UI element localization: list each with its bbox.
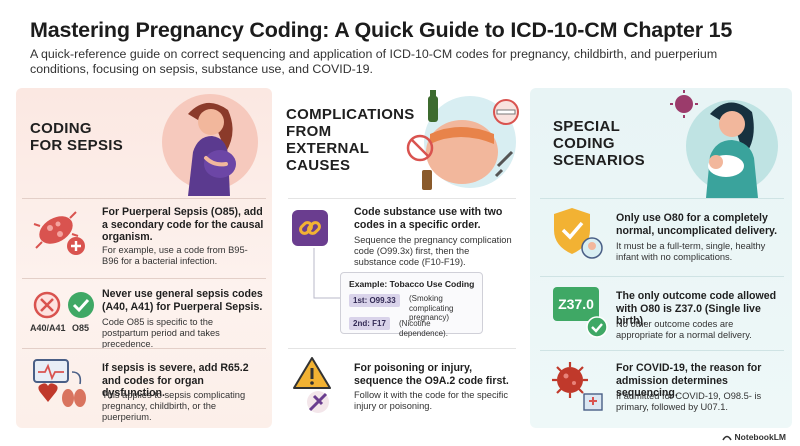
divider bbox=[288, 198, 516, 199]
divider bbox=[22, 198, 266, 199]
bacteria-icon bbox=[33, 211, 85, 255]
external-item1-heading: Code substance use with two codes in a s… bbox=[354, 206, 503, 231]
code-tag-second: 2nd: F17 bbox=[349, 317, 390, 330]
code-label-a40-a41: A40/A41 bbox=[30, 323, 66, 333]
notebooklm-logo-icon bbox=[722, 435, 732, 441]
special-item2-body: No other outcome codes are appropriate f… bbox=[616, 319, 752, 340]
brand-name: NotebookLM bbox=[734, 432, 786, 442]
pregnant-woman-illustration bbox=[162, 94, 258, 196]
page-title: Mastering Pregnancy Coding: A Quick Guid… bbox=[30, 18, 733, 42]
external-item2-heading: For poisoning or injury, sequence the O9… bbox=[354, 362, 509, 387]
special-item1-body: It must be a full-term, single, healthy … bbox=[616, 241, 766, 262]
sepsis-item1-heading: For Puerperal Sepsis (O85), add a second… bbox=[102, 206, 264, 244]
divider bbox=[22, 348, 266, 349]
divider bbox=[22, 278, 266, 279]
check-icon bbox=[586, 316, 608, 338]
code-tag-first: 1st: O99.33 bbox=[349, 294, 400, 307]
warning-poison-icon bbox=[293, 357, 331, 413]
special-heading: SPECIAL CODING SCENARIOS bbox=[553, 118, 645, 169]
z37-code-badge: Z37.0 bbox=[553, 287, 599, 321]
vital-monitor-organs-icon bbox=[33, 359, 86, 407]
sepsis-item3-body: This applies to sepsis complicating preg… bbox=[102, 390, 246, 422]
external-heading: COMPLICATIONS FROM EXTERNAL CAUSES bbox=[286, 106, 415, 174]
special-item1-heading: Only use O80 for a completely normal, un… bbox=[616, 212, 778, 237]
code-tag-first-note: (Smoking complicating pregnancy) bbox=[409, 294, 454, 322]
special-item3-body: If admitted for COVID-19, O98.5- is prim… bbox=[616, 391, 762, 412]
sepsis-item3-heading: If sepsis is severe, add R65.2 and codes… bbox=[102, 362, 249, 400]
divider bbox=[288, 348, 516, 349]
sepsis-item2-body: Code O85 is specific to the postpartum p… bbox=[102, 317, 220, 349]
external-item1-body: Sequence the pregnancy complication code… bbox=[354, 235, 512, 267]
forbidden-icon bbox=[33, 291, 61, 319]
sepsis-item2-heading: Never use general sepsis codes (A40, A41… bbox=[102, 288, 263, 313]
virus-hospital-icon bbox=[552, 362, 603, 411]
check-icon bbox=[68, 292, 94, 318]
connector-line bbox=[313, 248, 340, 299]
code-label-o85: O85 bbox=[72, 323, 90, 333]
external-item2-body: Follow it with the code for the specific… bbox=[354, 390, 508, 411]
divider bbox=[540, 276, 784, 277]
special-item3-heading: For COVID-19, the reason for admission d… bbox=[616, 362, 762, 400]
special-item2-heading: The only outcome code allowed with O80 i… bbox=[616, 290, 777, 328]
brand-watermark: NotebookLM bbox=[722, 432, 786, 442]
divider bbox=[540, 198, 784, 199]
example-box: Example: Tobacco Use Coding 1st: O99.33 … bbox=[340, 272, 483, 338]
code-tag-second-note: (Nicotine dependence). bbox=[399, 319, 448, 338]
page-subtitle: A quick-reference guide on correct seque… bbox=[30, 47, 718, 76]
mother-baby-illustration bbox=[670, 90, 778, 198]
pregnant-belly-substances-illustration bbox=[406, 90, 519, 190]
sepsis-item1-body: For example, use a code from B95-B96 for… bbox=[102, 245, 248, 266]
chain-link-icon bbox=[292, 210, 328, 246]
divider bbox=[540, 350, 784, 351]
shield-check-icon bbox=[554, 208, 603, 259]
example-title: Example: Tobacco Use Coding bbox=[349, 279, 475, 289]
sepsis-heading: CODING FOR SEPSIS bbox=[30, 120, 124, 154]
